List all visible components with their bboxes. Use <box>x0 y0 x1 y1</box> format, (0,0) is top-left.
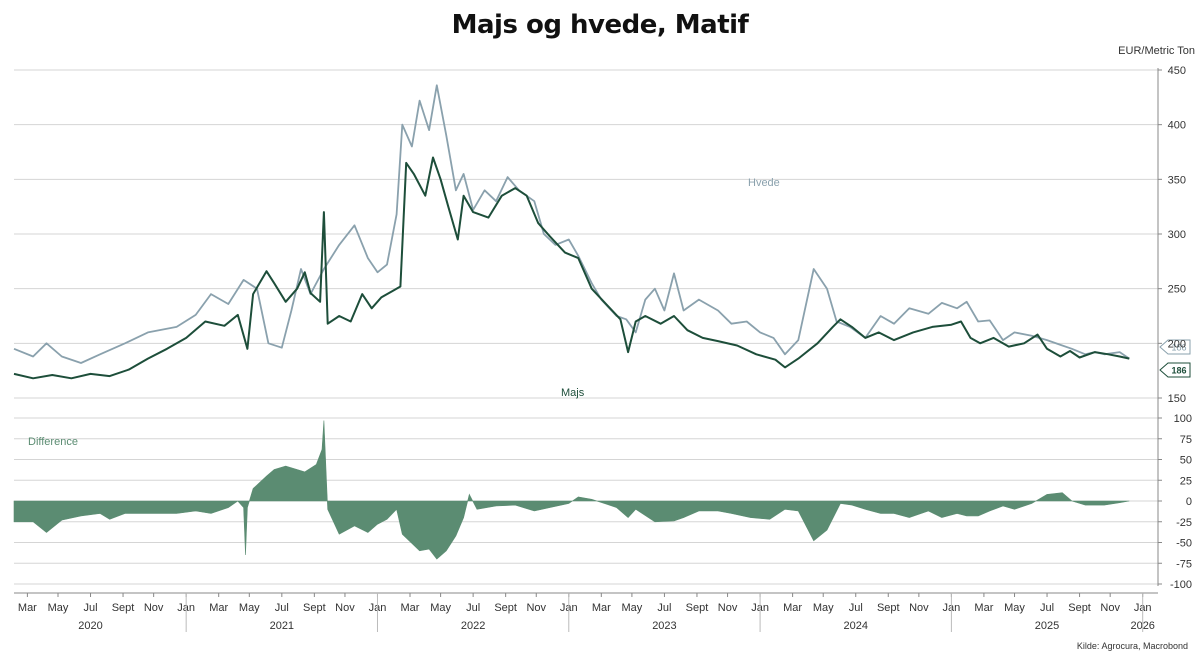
top-y-tick-label: 300 <box>1168 229 1186 241</box>
top-y-tick-label: 400 <box>1168 120 1186 132</box>
x-month-label: May <box>1004 602 1025 614</box>
x-month-label: Sept <box>112 602 135 614</box>
top-y-tick-label: 150 <box>1168 393 1186 405</box>
difference-area-layer <box>13 420 1130 560</box>
axis-layer: 1502002503003504004501007550250-25-50-75… <box>14 65 1192 632</box>
top-y-tick-label: 350 <box>1168 174 1186 186</box>
x-month-label: Sept <box>1068 602 1091 614</box>
bottom-y-tick-label: -50 <box>1176 538 1192 550</box>
x-year-label: 2020 <box>78 620 102 632</box>
majs-series-line <box>13 156 1130 380</box>
x-year-label: 2022 <box>461 620 485 632</box>
x-month-label: Mar <box>592 602 611 614</box>
x-month-label: Jul <box>466 602 480 614</box>
bottom-y-tick-label: 0 <box>1186 496 1192 508</box>
x-month-label: Nov <box>144 602 164 614</box>
x-month-label: Mar <box>209 602 228 614</box>
bottom-y-tick-label: 100 <box>1174 413 1192 425</box>
hvede-last-value-badge: 186 <box>1159 339 1191 355</box>
chart-title: Majs og hvede, Matif <box>451 10 749 40</box>
x-month-label: Nov <box>909 602 929 614</box>
bottom-y-tick-label: -100 <box>1170 579 1192 591</box>
x-month-label: May <box>239 602 260 614</box>
x-month-label: Mar <box>783 602 802 614</box>
difference-area <box>13 420 1130 560</box>
x-month-label: Sept <box>494 602 517 614</box>
label-layer: Hvede Majs Difference 186 186 <box>28 177 1191 448</box>
x-year-label: 2025 <box>1035 620 1059 632</box>
x-month-label: Mar <box>401 602 420 614</box>
x-year-label: 2024 <box>843 620 867 632</box>
badge-value: 186 <box>1171 343 1186 353</box>
unit-label: EUR/Metric Ton <box>1118 45 1195 57</box>
top-y-tick-label: 250 <box>1168 284 1186 296</box>
x-year-label: 2023 <box>652 620 676 632</box>
difference-label: Difference <box>28 436 78 448</box>
x-month-label: May <box>622 602 643 614</box>
x-month-label: Jul <box>83 602 97 614</box>
x-year-label: 2021 <box>270 620 294 632</box>
line-layer <box>13 84 1130 380</box>
top-y-tick-label: 200 <box>1168 338 1186 350</box>
hvede-series-line <box>13 84 1130 364</box>
badge-shape <box>1159 339 1191 355</box>
bottom-y-tick-label: 25 <box>1180 475 1192 487</box>
majs-series-label: Majs <box>561 387 585 399</box>
badge-value: 186 <box>1171 366 1186 376</box>
badge-shape <box>1159 362 1191 378</box>
bottom-y-tick-label: -75 <box>1176 558 1192 570</box>
majs-last-value-badge: 186 <box>1159 362 1191 378</box>
x-month-label: Nov <box>1100 602 1120 614</box>
x-month-label: Sept <box>303 602 326 614</box>
x-month-label: Mar <box>18 602 37 614</box>
x-month-label: Jul <box>1040 602 1054 614</box>
x-month-label: Nov <box>335 602 355 614</box>
x-month-label: Sept <box>686 602 709 614</box>
hvede-series-label: Hvede <box>748 177 780 189</box>
x-month-label: Nov <box>526 602 546 614</box>
x-month-label: Sept <box>877 602 900 614</box>
x-month-label: Jul <box>657 602 671 614</box>
source-label: Kilde: Agrocura, Macrobond <box>1076 641 1188 651</box>
x-month-label: Mar <box>974 602 993 614</box>
bottom-y-tick-label: -25 <box>1176 517 1192 529</box>
bottom-y-tick-label: 50 <box>1180 455 1192 467</box>
bottom-y-tick-label: 75 <box>1180 434 1192 446</box>
x-month-label: May <box>48 602 69 614</box>
x-month-label: Jul <box>849 602 863 614</box>
x-month-label: Jul <box>275 602 289 614</box>
x-month-label: May <box>430 602 451 614</box>
x-month-label: May <box>813 602 834 614</box>
top-y-tick-label: 450 <box>1168 65 1186 77</box>
x-month-label: Nov <box>718 602 738 614</box>
